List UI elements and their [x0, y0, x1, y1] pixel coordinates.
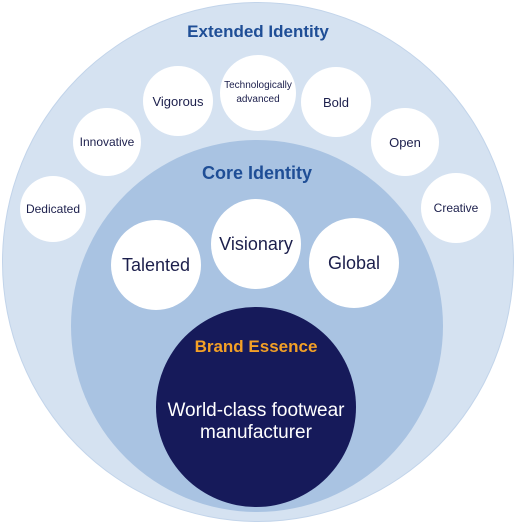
- extended-item-label: Innovative: [79, 135, 135, 149]
- brand-essence-circle: [156, 307, 356, 507]
- extended-item-label: Open: [389, 134, 421, 150]
- core-item-label: Visionary: [219, 233, 293, 254]
- core-item-label: Global: [327, 252, 381, 273]
- core-item-global: Global: [309, 218, 399, 308]
- extended-item-label: Vigorous: [152, 93, 204, 109]
- extended-item-technologically-advanced: Technologically advanced: [220, 55, 296, 131]
- extended-item-label: Technologically advanced: [224, 80, 292, 105]
- extended-item-bold: Bold: [301, 67, 371, 137]
- extended-identity-title: Extended Identity: [187, 22, 329, 41]
- extended-item-label: Bold: [322, 94, 350, 110]
- core-identity-title: Core Identity: [201, 163, 312, 183]
- extended-item-label: Dedicated: [25, 202, 81, 216]
- core-item-label: Talented: [121, 254, 191, 275]
- extended-item-vigorous: Vigorous: [143, 66, 213, 136]
- extended-item-dedicated: Dedicated: [20, 176, 86, 242]
- extended-item-label: Creative: [433, 201, 479, 215]
- brand-essence-text: World-class footwear manufacturer: [167, 400, 345, 443]
- extended-item-creative: Creative: [421, 173, 491, 243]
- core-item-visionary: Visionary: [211, 199, 301, 289]
- extended-item-innovative: Innovative: [73, 108, 141, 176]
- core-item-talented: Talented: [111, 220, 201, 310]
- extended-item-open: Open: [371, 108, 439, 176]
- brand-essence-title: Brand Essence: [194, 337, 318, 356]
